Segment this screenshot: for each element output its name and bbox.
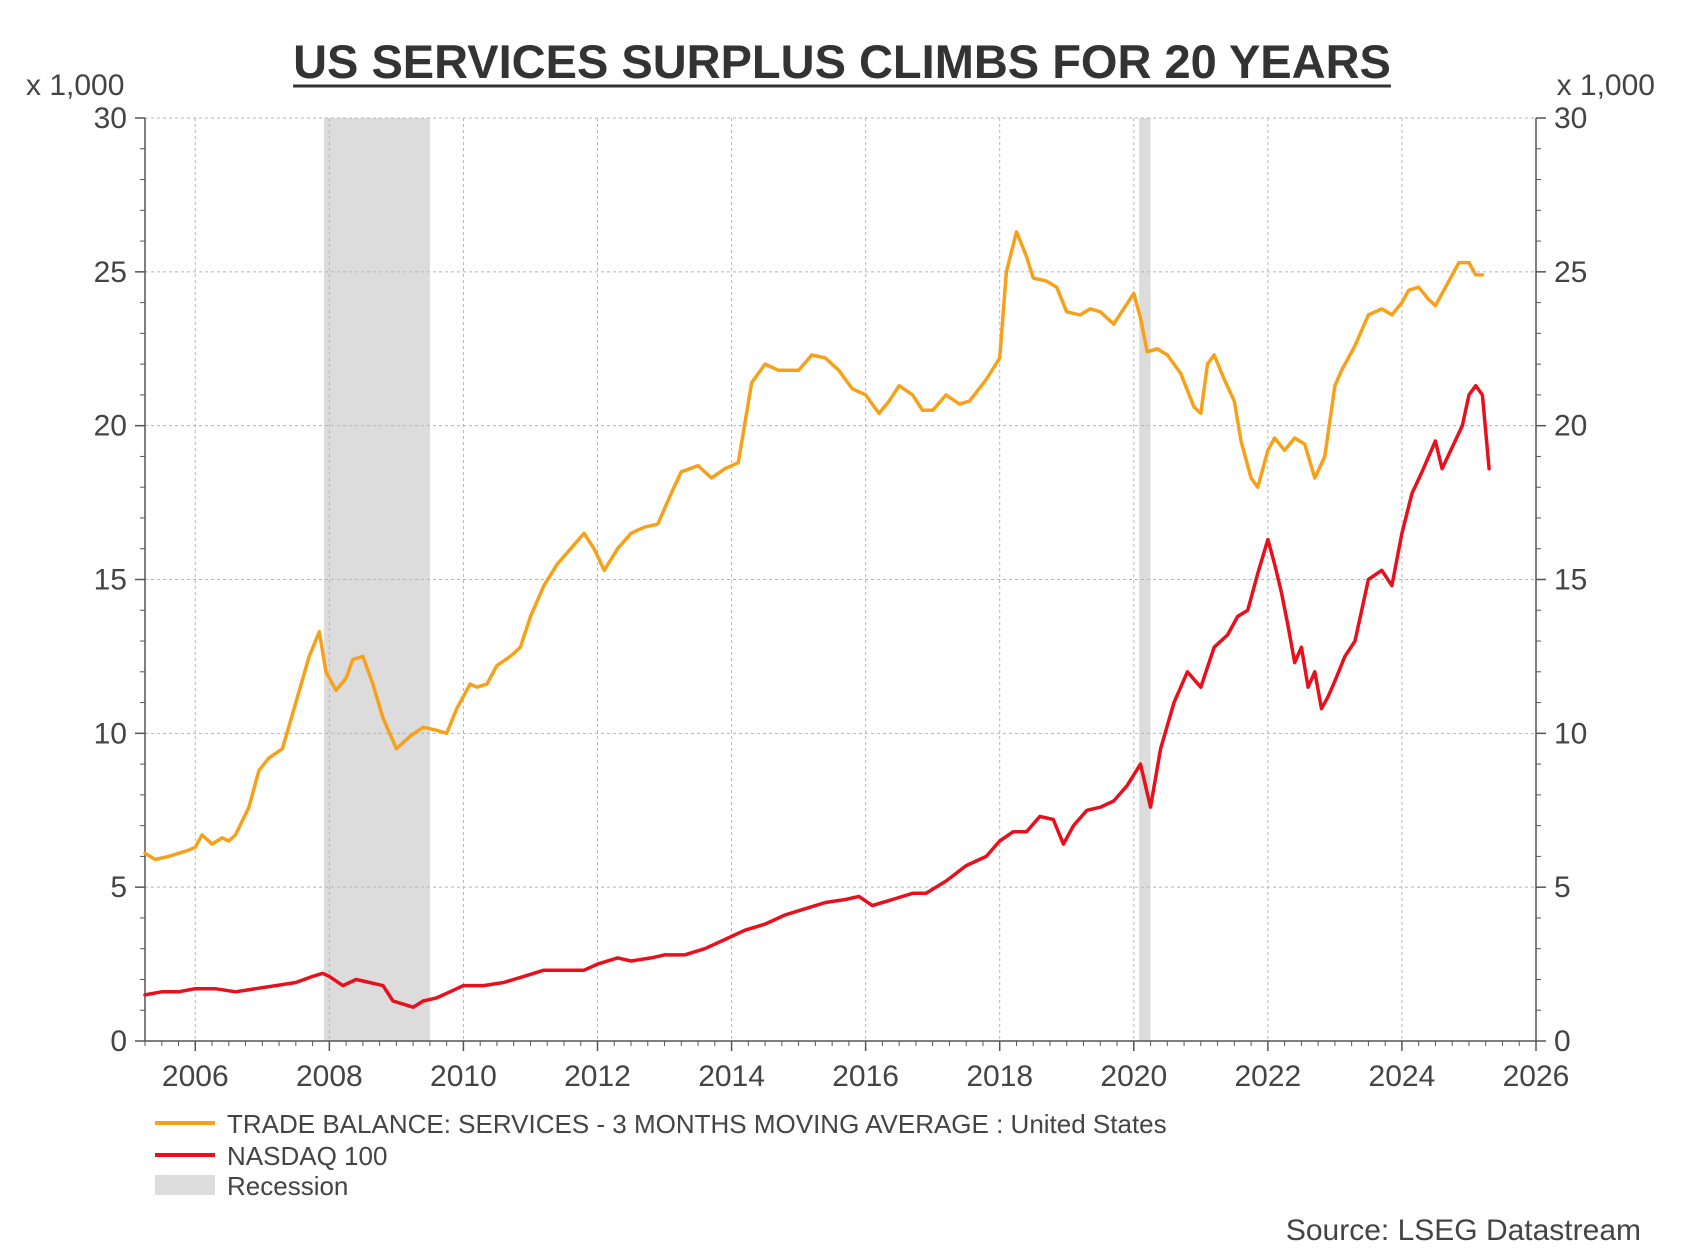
x-tick-label: 2008: [296, 1060, 363, 1093]
y-tick-label-left: 20: [94, 410, 127, 443]
legend: TRADE BALANCE: SERVICES - 3 MONTHS MOVIN…: [155, 1109, 1167, 1201]
x-tick-label: 2014: [698, 1060, 765, 1093]
left-axis-unit: x 1,000: [26, 69, 124, 102]
x-tick-label: 2018: [966, 1060, 1033, 1093]
x-tick-label: 2016: [832, 1060, 899, 1093]
y-tick-label-right: 25: [1554, 256, 1587, 289]
right-axis-unit: x 1,000: [1557, 69, 1655, 102]
x-tick-label: 2020: [1100, 1060, 1167, 1093]
y-tick-label-right: 10: [1554, 717, 1587, 750]
legend-label-recession: Recession: [227, 1171, 348, 1201]
y-tick-label-left: 25: [94, 256, 127, 289]
y-tick-label-right: 20: [1554, 410, 1587, 443]
source-note: Source: LSEG Datastream: [1286, 1214, 1641, 1247]
y-tick-label-left: 5: [110, 871, 127, 904]
y-tick-label-left: 30: [94, 102, 127, 135]
x-tick-label: 2012: [564, 1060, 631, 1093]
legend-swatch-recession: [155, 1175, 215, 1195]
recession-band-1: [1139, 118, 1151, 1041]
y-tick-label-right: 0: [1554, 1025, 1571, 1058]
chart-title: US SERVICES SURPLUS CLIMBS FOR 20 YEARS: [293, 35, 1391, 88]
recession-band-0: [323, 118, 430, 1041]
x-tick-label: 2010: [430, 1060, 497, 1093]
y-tick-label-right: 5: [1554, 871, 1571, 904]
legend-label-trade-balance: TRADE BALANCE: SERVICES - 3 MONTHS MOVIN…: [227, 1109, 1167, 1139]
y-tick-label-right: 30: [1554, 102, 1587, 135]
legend-label-nasdaq: NASDAQ 100: [227, 1141, 387, 1171]
y-tick-label-left: 15: [94, 564, 127, 597]
y-tick-label-left: 0: [110, 1025, 127, 1058]
series-lines: [143, 230, 1491, 1009]
x-tick-label: 2024: [1369, 1060, 1436, 1093]
recession-bands: [323, 118, 1151, 1041]
x-tick-label: 2006: [162, 1060, 229, 1093]
y-tick-label-left: 10: [94, 717, 127, 750]
x-tick-label: 2022: [1234, 1060, 1301, 1093]
series-line-nasdaq-100: [143, 383, 1491, 1009]
series-line-trade-balance: [143, 230, 1485, 862]
y-tick-label-right: 15: [1554, 564, 1587, 597]
x-tick-label: 2026: [1503, 1060, 1570, 1093]
